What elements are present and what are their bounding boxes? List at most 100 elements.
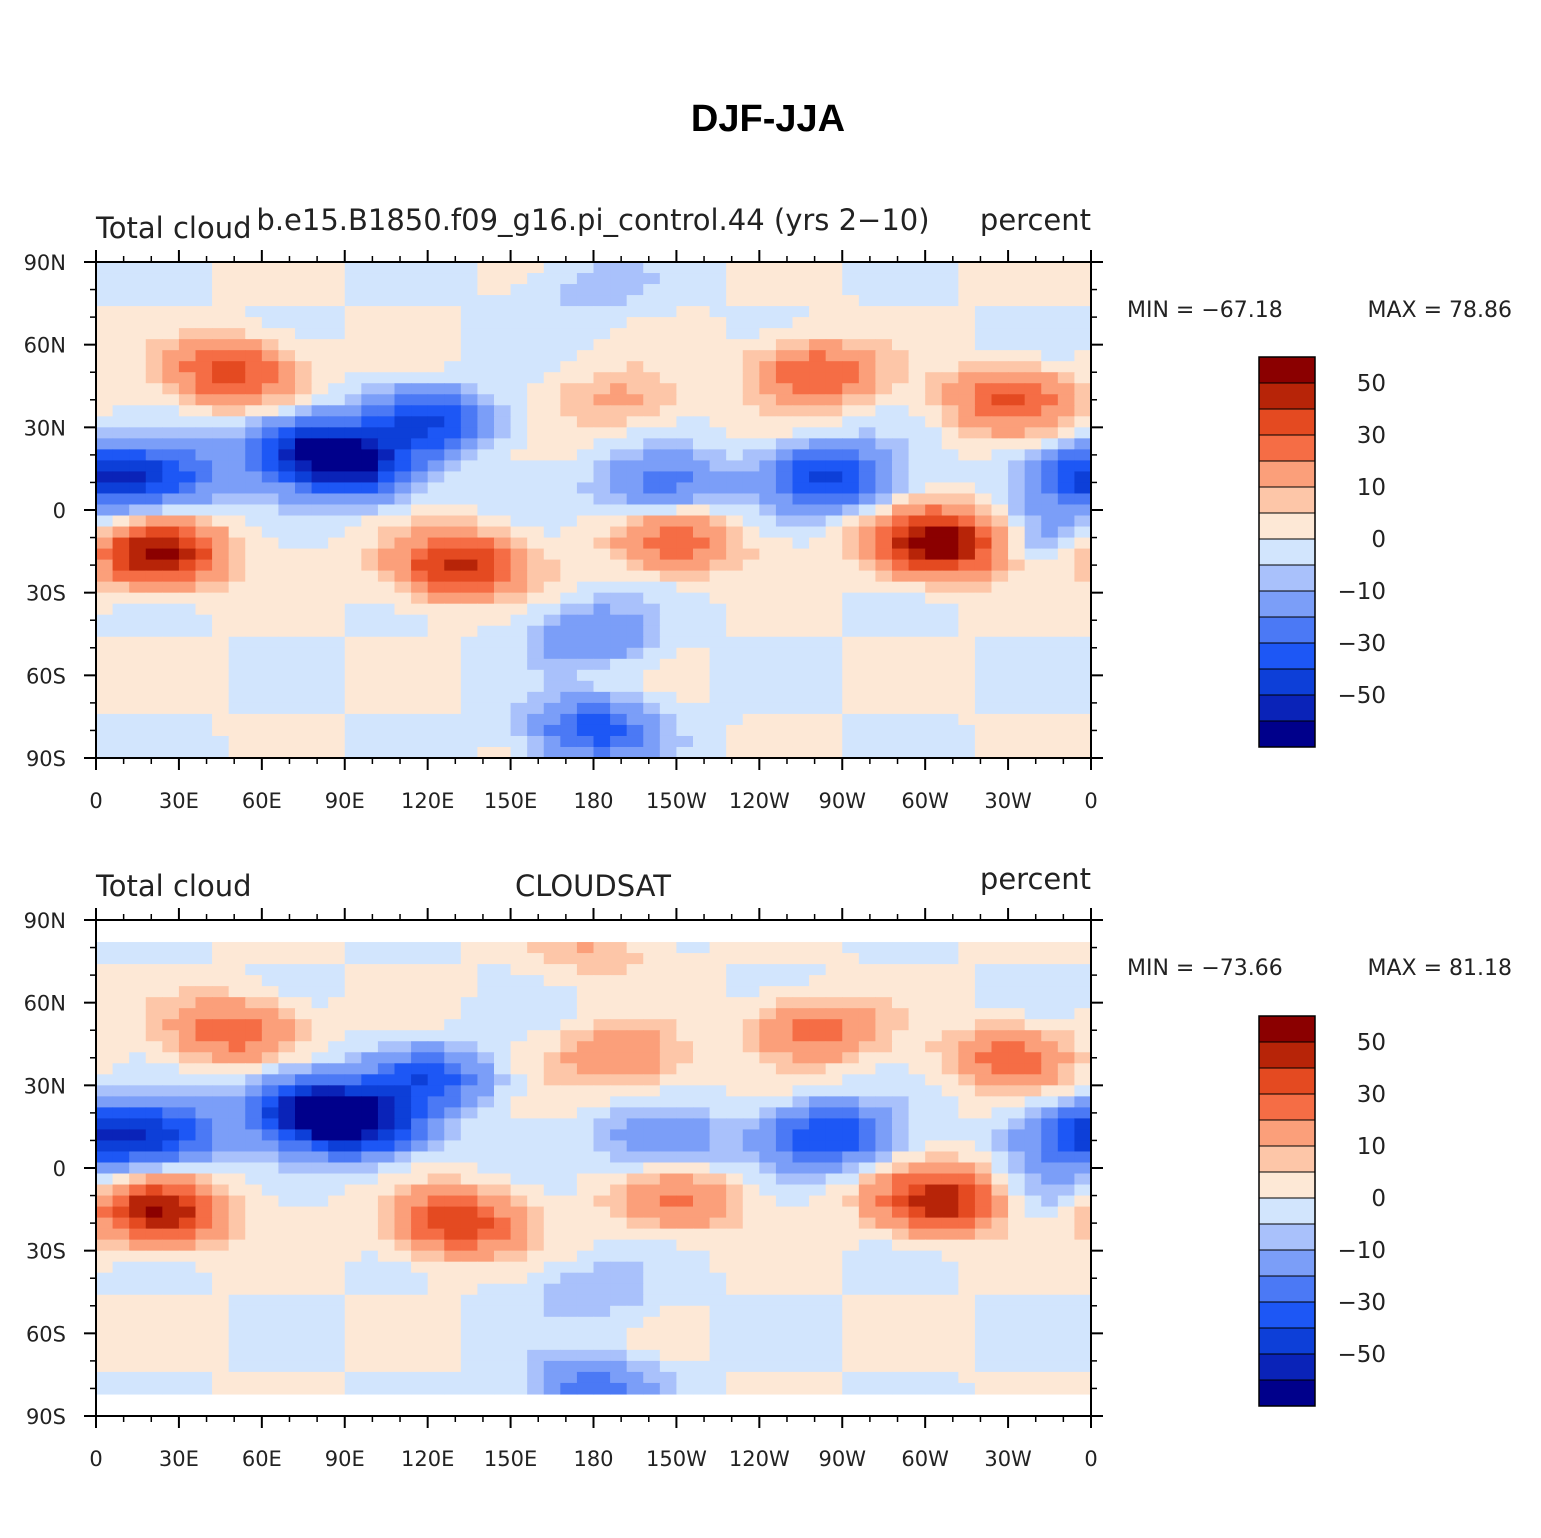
field-cell xyxy=(162,735,180,748)
field-cell xyxy=(742,1085,760,1097)
field-cell xyxy=(444,482,462,495)
field-cell xyxy=(494,592,512,605)
field-cell xyxy=(576,735,595,748)
field-cell xyxy=(1024,526,1042,539)
field-cell xyxy=(659,1206,678,1219)
field-cell xyxy=(1057,702,1076,715)
field-cell xyxy=(228,953,246,965)
field-cell xyxy=(742,262,760,274)
field-cell xyxy=(245,350,263,362)
field-cell xyxy=(991,724,1009,737)
field-cell xyxy=(676,460,694,473)
field-cell xyxy=(394,702,412,715)
field-cell xyxy=(228,669,246,682)
field-cell xyxy=(494,559,512,572)
field-cell xyxy=(394,1261,412,1274)
field-cell xyxy=(543,295,561,307)
field-cell xyxy=(195,1272,213,1285)
field-cell xyxy=(858,1019,877,1031)
field-cell xyxy=(460,625,479,638)
field-cell xyxy=(311,559,329,572)
field-cell xyxy=(1074,614,1092,627)
x-tick-label: 120W xyxy=(729,789,790,813)
field-cell xyxy=(1008,383,1026,395)
field-cell xyxy=(245,537,263,550)
field-cell xyxy=(460,713,479,726)
field-cell xyxy=(593,548,611,561)
field-cell xyxy=(809,1206,827,1219)
field-cell xyxy=(112,1030,130,1042)
field-cell xyxy=(726,350,744,362)
field-cell xyxy=(974,350,993,362)
field-cell xyxy=(162,262,180,274)
field-cell xyxy=(792,636,810,649)
field-cell xyxy=(858,405,877,417)
field-cell xyxy=(593,647,611,660)
field-cell xyxy=(344,592,362,605)
field-cell xyxy=(759,504,777,517)
field-cell xyxy=(759,691,777,704)
field-cell xyxy=(1074,1239,1092,1252)
field-cell xyxy=(709,1129,727,1142)
field-cell xyxy=(295,493,313,506)
field-cell xyxy=(444,735,462,748)
field-cell xyxy=(1024,625,1042,638)
field-cell xyxy=(709,460,727,473)
field-cell xyxy=(792,1228,810,1241)
field-cell xyxy=(925,1107,943,1119)
field-cell xyxy=(129,361,147,373)
field-cell xyxy=(510,559,528,572)
field-cell xyxy=(112,1019,130,1031)
field-cell xyxy=(543,350,561,362)
field-cell xyxy=(842,1250,860,1263)
field-cell xyxy=(742,1261,760,1274)
field-cell xyxy=(610,680,628,693)
field-cell xyxy=(510,746,528,759)
field-cell xyxy=(1024,746,1042,759)
field-cell xyxy=(96,658,114,671)
field-cell xyxy=(742,482,760,495)
field-cell xyxy=(377,515,396,528)
field-cell xyxy=(1008,372,1026,384)
field-cell xyxy=(974,1184,993,1197)
field-cell xyxy=(875,997,893,1009)
field-cell xyxy=(444,713,462,726)
field-cell xyxy=(510,416,528,428)
field-cell xyxy=(344,1250,362,1263)
field-cell xyxy=(825,350,843,362)
field-cell xyxy=(742,361,760,373)
field-cell xyxy=(162,515,180,528)
field-cell xyxy=(742,1019,760,1031)
field-cell xyxy=(96,559,114,572)
field-cell xyxy=(527,504,545,517)
field-cell xyxy=(974,361,993,373)
field-cell xyxy=(96,669,114,682)
field-cell xyxy=(659,669,678,682)
field-cell xyxy=(195,372,213,384)
field-cell xyxy=(527,416,545,428)
field-cell xyxy=(543,581,561,594)
field-cell xyxy=(411,1294,429,1307)
field-cell xyxy=(195,1129,213,1142)
field-cell xyxy=(925,1074,943,1086)
field-cell xyxy=(178,460,197,473)
field-cell xyxy=(974,493,993,506)
field-cell xyxy=(693,1173,711,1186)
field-cell xyxy=(477,603,495,616)
field-cell xyxy=(427,427,445,439)
field-cell xyxy=(842,713,860,726)
field-cell xyxy=(145,328,163,340)
field-cell xyxy=(991,317,1009,329)
field-cell xyxy=(411,1217,429,1230)
field-cell xyxy=(610,1129,628,1142)
field-cell xyxy=(527,262,545,274)
field-cell xyxy=(245,1096,263,1108)
field-cell xyxy=(576,986,595,998)
field-cell xyxy=(411,416,429,428)
field-cell xyxy=(941,1316,959,1329)
field-cell xyxy=(659,1129,678,1142)
field-cell xyxy=(245,493,263,506)
field-cell xyxy=(610,1228,628,1241)
field-cell xyxy=(295,339,313,351)
field-cell xyxy=(145,1041,163,1053)
